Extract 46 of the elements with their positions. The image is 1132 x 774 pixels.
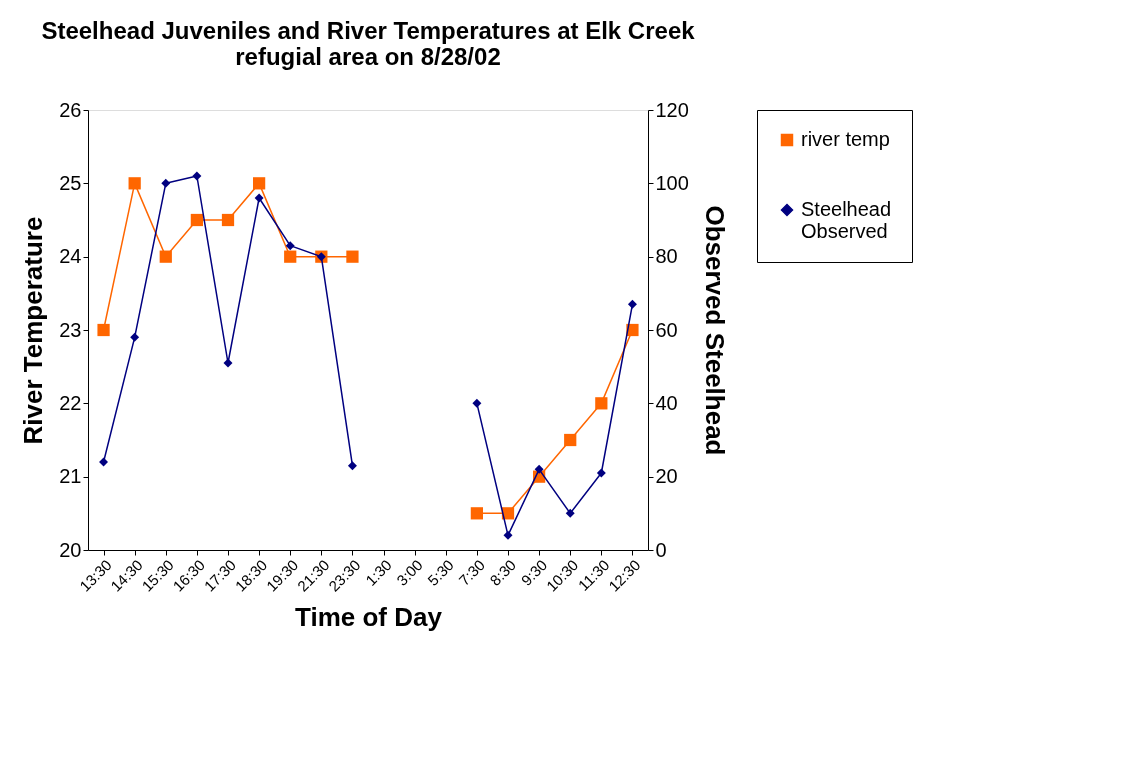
point bbox=[470, 507, 484, 520]
point bbox=[284, 250, 297, 263]
point bbox=[627, 299, 637, 309]
y-tick-label: 24 bbox=[59, 245, 82, 268]
y-tick-label: 20 bbox=[59, 538, 82, 561]
point bbox=[128, 177, 141, 190]
x-axis-title: Time of Day bbox=[295, 601, 443, 632]
point bbox=[99, 457, 109, 467]
y2-tick-label: 80 bbox=[655, 245, 678, 268]
point bbox=[596, 468, 606, 478]
point bbox=[223, 358, 233, 368]
y2-tick-label: 20 bbox=[655, 465, 678, 488]
y-tick-label: 25 bbox=[59, 171, 82, 194]
point bbox=[97, 323, 110, 337]
y2-tick-label: 60 bbox=[655, 318, 678, 341]
legend-label: river temp bbox=[801, 128, 890, 150]
x-tick-label: 7:30 bbox=[455, 556, 488, 589]
y2-axis-title: Observed Steelhead bbox=[699, 205, 730, 456]
y2-tick-label: 40 bbox=[655, 391, 678, 414]
legend-label: Steelhead Observed bbox=[801, 198, 892, 242]
point bbox=[221, 213, 235, 227]
y-tick-label: 22 bbox=[59, 391, 82, 414]
point bbox=[252, 177, 266, 190]
y2-tick-label: 0 bbox=[655, 538, 667, 561]
point bbox=[472, 398, 482, 408]
y-tick-label: 21 bbox=[59, 465, 82, 488]
point bbox=[534, 464, 544, 474]
point bbox=[161, 178, 171, 188]
point bbox=[159, 250, 172, 263]
point bbox=[346, 250, 359, 263]
point bbox=[190, 213, 204, 227]
point bbox=[595, 397, 608, 410]
y-tick-label: 23 bbox=[59, 318, 82, 341]
point bbox=[564, 433, 577, 447]
point bbox=[347, 461, 357, 471]
point bbox=[192, 171, 202, 181]
point bbox=[285, 241, 295, 251]
point bbox=[254, 193, 264, 203]
chart-title: Steelhead Juveniles and River Temperatures at Elk Creek refugial area on 8/28/02 bbox=[41, 17, 696, 70]
y-tick-label: 26 bbox=[59, 98, 82, 121]
point bbox=[565, 508, 575, 518]
y2-tick-label: 120 bbox=[655, 98, 689, 121]
y-axis-title: River Temperature bbox=[18, 216, 49, 445]
y2-tick-label: 100 bbox=[655, 171, 689, 194]
point bbox=[130, 332, 140, 342]
point bbox=[503, 530, 513, 540]
